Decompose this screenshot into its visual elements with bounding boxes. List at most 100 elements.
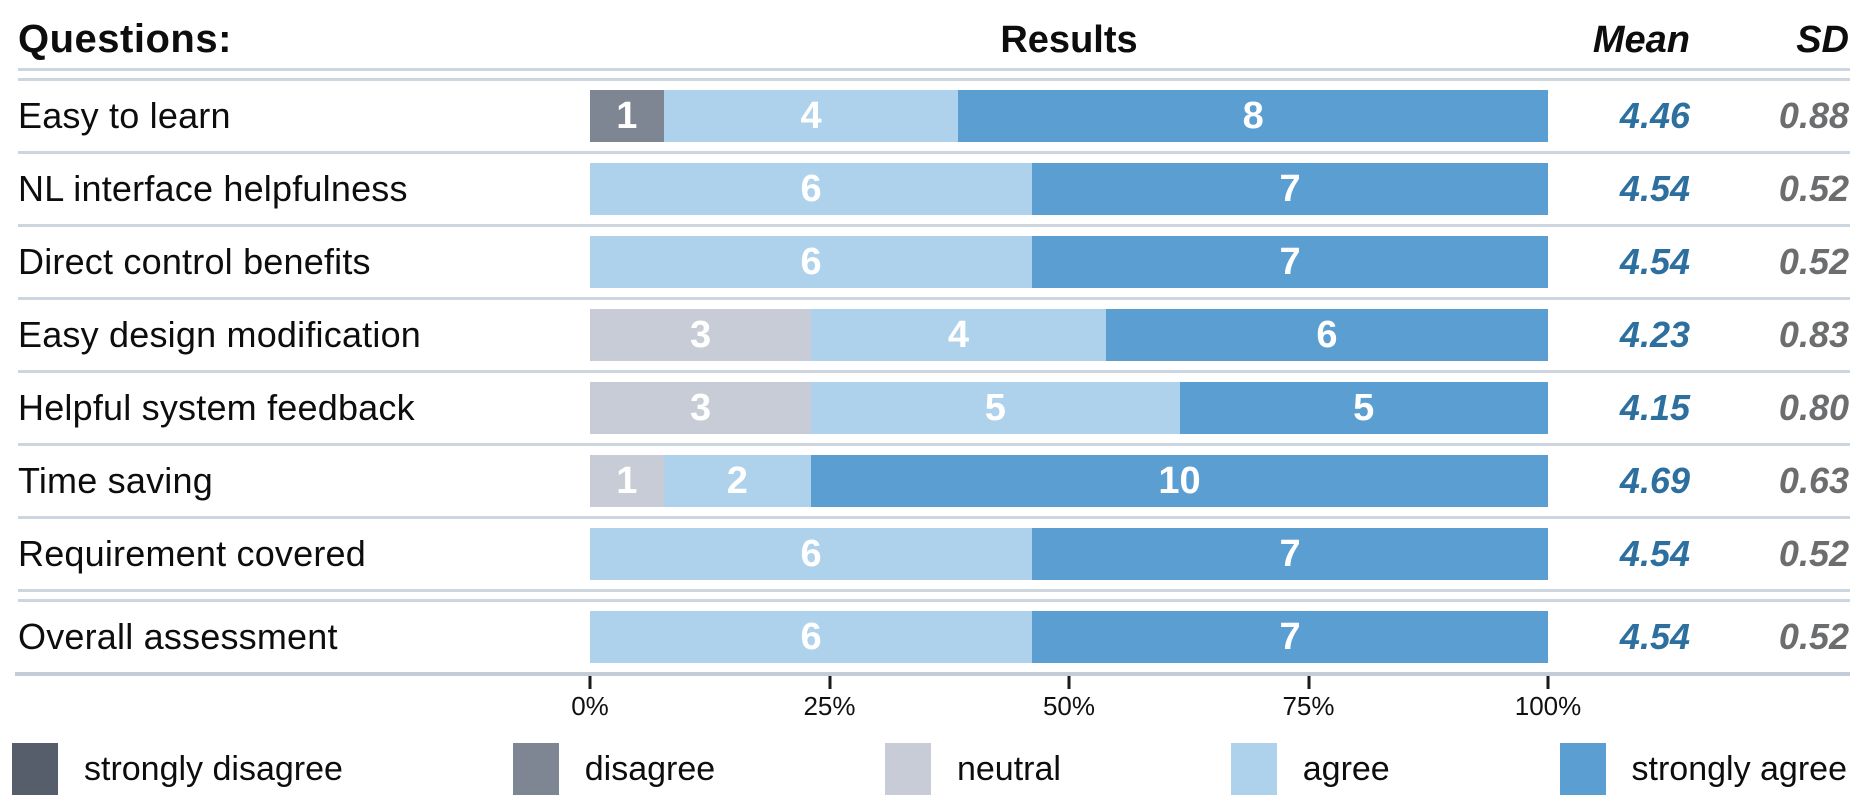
mean-value: 4.69 [1619, 460, 1690, 501]
legend-label: disagree [584, 749, 716, 788]
mean-value: 4.54 [1619, 241, 1690, 282]
sd-value: 0.63 [1778, 460, 1849, 501]
question-label: Overall assessment [18, 616, 338, 657]
legend-swatch-disagree [512, 743, 559, 795]
sd-value: 0.80 [1778, 387, 1849, 428]
row-separator [18, 297, 1850, 300]
bar-segment-agree: 6 [590, 611, 1033, 663]
row-separator [18, 516, 1850, 519]
axis-label-75: 75% [1282, 691, 1335, 721]
table-bottom-line [15, 672, 1850, 676]
bar-segment-neutral: 1 [590, 455, 664, 507]
bar-segment-disagree: 1 [590, 90, 664, 142]
bar-segment-neutral: 3 [590, 382, 812, 434]
bar-segment-agree: 6 [590, 163, 1033, 215]
legend-label: agree [1302, 749, 1390, 788]
axis-tick-100 [1546, 676, 1550, 689]
legend-label: neutral [956, 749, 1061, 788]
header-separator-bottom [18, 78, 1850, 81]
question-label: Easy design modification [18, 314, 422, 355]
table-header: Questions: Results Mean SD [0, 0, 1861, 68]
mean-value: 4.54 [1619, 616, 1690, 657]
row-separator-double-bottom [18, 599, 1850, 602]
question-label: Helpful system feedback [18, 387, 415, 428]
sd-value: 0.52 [1778, 241, 1849, 282]
bar-segment-agree: 2 [663, 455, 812, 507]
sd-value: 0.52 [1778, 533, 1849, 574]
axis-label-0: 0% [571, 691, 609, 721]
axis-tick-75 [1307, 676, 1310, 689]
axis-label-50: 50% [1042, 691, 1096, 721]
legend-swatch-strongly-agree [1559, 743, 1606, 795]
legend-swatch-strongly-disagree [12, 743, 58, 795]
sd-header: SD [1796, 19, 1849, 61]
legend-swatch-agree [1230, 743, 1277, 795]
row-separator [18, 370, 1850, 373]
question-label: NL interface helpfulness [18, 168, 408, 209]
sd-value: 0.52 [1778, 616, 1849, 657]
axis-tick-0 [588, 676, 592, 689]
axis-label-100: 100% [1514, 691, 1582, 721]
results-header: Results [1000, 19, 1138, 61]
bar-segment-strongly_agree: 6 [1105, 309, 1548, 361]
legend-label: strongly disagree [84, 749, 343, 788]
bar-segment-agree: 6 [590, 236, 1033, 288]
sd-value: 0.88 [1778, 95, 1849, 136]
bar-segment-strongly_agree: 7 [1032, 236, 1548, 288]
legend-label: strongly agree [1631, 749, 1847, 788]
legend: strongly disagree disagree neutral agree… [0, 734, 1861, 804]
bar-segment-neutral: 3 [590, 309, 812, 361]
question-label: Requirement covered [18, 533, 366, 574]
bar-segment-strongly_agree: 10 [811, 455, 1548, 507]
legend-item-disagree: disagree [512, 743, 716, 795]
sd-value: 0.52 [1778, 168, 1849, 209]
mean-value: 4.15 [1619, 387, 1690, 428]
mean-header: Mean [1592, 19, 1690, 61]
legend-item-strongly-disagree: strongly disagree [12, 743, 343, 795]
bar-segment-agree: 4 [811, 309, 1106, 361]
row-separator [18, 224, 1850, 227]
sd-value: 0.83 [1778, 314, 1849, 355]
legend-swatch-neutral [884, 743, 931, 795]
row-separator [18, 151, 1850, 154]
questions-header: Questions: [18, 17, 232, 61]
bar-segment-agree: 6 [590, 528, 1033, 580]
bar-segment-strongly_agree: 8 [958, 90, 1548, 142]
legend-item-strongly-agree: strongly agree [1559, 743, 1847, 795]
row-separator [18, 443, 1850, 446]
bar-segment-agree: 4 [663, 90, 959, 142]
mean-value: 4.54 [1619, 168, 1690, 209]
axis-tick-50 [1067, 676, 1071, 689]
axis-label-25: 25% [803, 691, 856, 721]
header-separator-top [18, 68, 1850, 71]
results-bar: 1 2 10 [590, 455, 1548, 507]
question-label: Easy to learn [18, 95, 231, 136]
bar-segment-strongly_agree: 7 [1032, 163, 1548, 215]
mean-value: 4.54 [1619, 533, 1690, 574]
axis-tick-25 [828, 676, 831, 689]
bar-segment-agree: 5 [811, 382, 1180, 434]
question-row: Time saving 1 2 10 4.69 0.63 [0, 446, 1861, 516]
mean-value: 4.46 [1619, 95, 1690, 136]
mean-value: 4.23 [1619, 314, 1690, 355]
bar-segment-strongly_agree: 7 [1032, 611, 1548, 663]
question-label: Time saving [18, 460, 213, 501]
legend-item-neutral: neutral [884, 743, 1061, 795]
question-label: Direct control benefits [18, 241, 371, 282]
bar-segment-strongly_agree: 7 [1032, 528, 1548, 580]
